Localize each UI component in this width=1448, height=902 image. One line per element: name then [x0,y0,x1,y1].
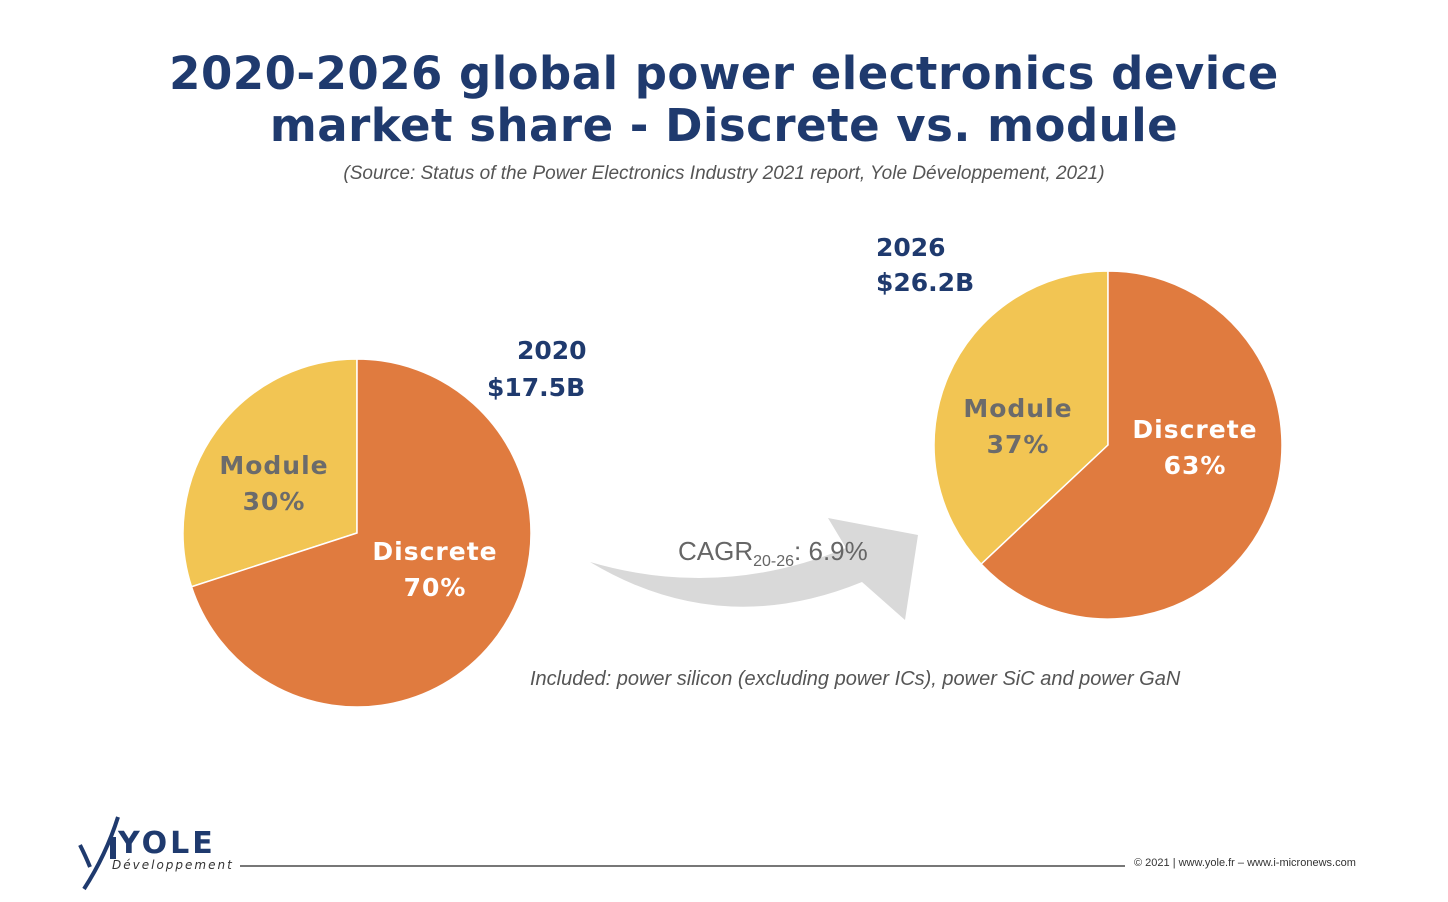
chart-subtitle: (Source: Status of the Power Electronics… [343,163,1105,184]
chart-title: 2020-2026 global power electronics devic… [169,47,1279,152]
yole-logo: YOLE [118,826,216,861]
cagr-arrow [590,518,918,620]
pie-2026-total: $26.2B [876,268,975,297]
pie-2020-module-label: Module 30% [219,451,329,516]
inclusion-note: Included: power silicon (excluding power… [530,668,1181,690]
pie-2020-total: $17.5B [487,373,586,402]
pie-2020-slice-discrete [190,358,532,708]
pie-2026-slice-module [933,270,1109,566]
pie-2020-slice-module [182,358,358,588]
cagr-label: CAGR20-26: 6.9% [678,536,868,571]
footer-divider [240,865,1125,867]
pie-2020-discrete-label: Discrete 70% [372,537,498,602]
footer-text: © 2021 | www.yole.fr – www.i-micronews.c… [1134,857,1356,869]
pie-2026-module-label: Module 37% [963,394,1073,459]
pie-2026-slice-discrete [980,270,1283,620]
pie-2026-discrete-label: Discrete 63% [1132,415,1258,480]
pie-2026-year: 2026 [876,233,946,262]
yole-logo-mark [78,816,120,891]
pie-2020-year: 2020 [517,336,587,365]
yole-logo-tagline: Développement [112,858,234,872]
